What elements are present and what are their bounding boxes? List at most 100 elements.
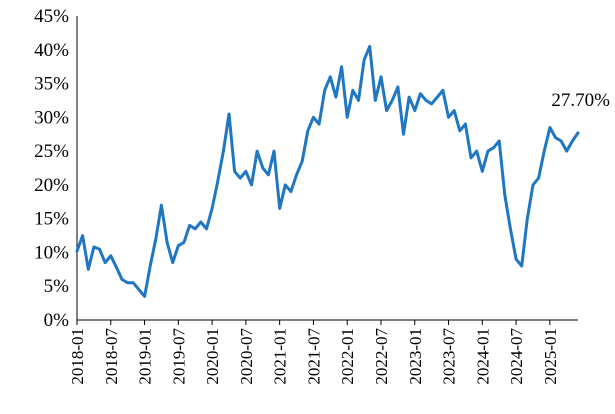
data-point (126, 281, 129, 284)
data-point (346, 116, 349, 119)
x-axis: 2018-01 2018-07 2019-01 2019-07 2020-01 2020-… (68, 319, 578, 385)
series-line (75, 44, 580, 298)
y-tick-label: 25% (34, 141, 69, 162)
data-point (194, 227, 197, 230)
y-tick-label: 15% (34, 209, 69, 230)
y-tick-label: 10% (34, 242, 69, 263)
data-point (554, 136, 557, 139)
data-point (115, 266, 118, 269)
data-point (205, 227, 208, 230)
data-point (548, 126, 552, 129)
data-point (165, 241, 169, 244)
data-point (475, 149, 478, 153)
data-point (498, 139, 501, 143)
data-point (278, 207, 281, 210)
data-point (458, 129, 461, 132)
data-point (87, 268, 90, 271)
data-point (543, 149, 546, 153)
data-point (385, 109, 388, 112)
data-point (565, 149, 568, 153)
data-point (362, 58, 366, 62)
data-point (464, 122, 467, 126)
data-point (137, 288, 141, 291)
data-point (396, 85, 400, 89)
x-tick-label: 2019-07 (169, 328, 188, 385)
data-point (120, 278, 124, 281)
y-tick-label: 30% (34, 107, 69, 128)
x-tick-label: 2024-01 (473, 328, 492, 385)
data-point (171, 261, 174, 264)
data-point (272, 149, 276, 153)
x-tick-label: 2021-01 (271, 328, 290, 385)
series-group (75, 44, 580, 298)
data-point (447, 116, 450, 119)
x-tick-label: 2018-07 (102, 328, 121, 385)
data-point (424, 99, 428, 102)
data-point (182, 241, 186, 244)
data-point (351, 89, 354, 92)
x-tick-label: 2024-07 (507, 328, 526, 385)
data-point (92, 245, 96, 249)
data-point (132, 281, 135, 284)
data-point (407, 95, 411, 99)
data-point (255, 149, 259, 153)
data-point (75, 249, 79, 253)
data-point (109, 254, 113, 257)
data-point (402, 133, 405, 136)
data-point (368, 45, 371, 48)
data-point (81, 234, 84, 237)
data-point (216, 180, 219, 183)
data-point (391, 99, 394, 102)
data-point (503, 193, 506, 197)
x-tick-label: 2018-01 (68, 328, 87, 385)
data-point (340, 65, 343, 68)
data-point (374, 99, 377, 102)
data-point (441, 89, 445, 92)
data-point (188, 224, 191, 227)
data-point (312, 116, 315, 119)
data-point (481, 170, 484, 173)
data-point (306, 129, 309, 132)
data-point (98, 247, 101, 251)
x-tick-label: 2025-01 (541, 328, 560, 385)
data-point (323, 89, 326, 92)
x-tick-label: 2023-07 (440, 328, 459, 385)
data-point (571, 139, 574, 143)
x-tick-label: 2022-01 (338, 328, 357, 385)
y-axis: 0% 5% 10% 15% 20% 25% 30% 35% 40% 45% (34, 6, 78, 331)
data-point (199, 220, 202, 224)
data-point (177, 244, 180, 247)
data-point (509, 227, 512, 230)
data-point (301, 160, 304, 163)
data-point (154, 237, 157, 241)
data-point (492, 146, 495, 149)
data-point (284, 183, 287, 187)
data-point (143, 295, 146, 298)
x-tick-label: 2020-01 (203, 328, 222, 385)
data-point (103, 261, 107, 264)
data-point (267, 173, 270, 176)
data-point (317, 122, 321, 126)
data-point (576, 131, 580, 135)
data-point (357, 99, 360, 102)
data-point (329, 75, 332, 79)
x-tick-label: 2022-07 (372, 328, 391, 385)
data-point (520, 264, 523, 268)
y-tick-label: 5% (44, 276, 70, 297)
y-tick-label: 20% (34, 175, 69, 196)
data-point (261, 166, 264, 170)
data-point (514, 258, 518, 261)
x-tick-label: 2019-01 (136, 328, 155, 385)
data-point (559, 139, 563, 143)
data-point (334, 95, 338, 99)
data-point (222, 149, 225, 153)
data-point (289, 190, 293, 193)
x-tick-label: 2023-01 (406, 328, 425, 385)
data-point (160, 204, 163, 207)
data-point (149, 264, 152, 268)
data-point (210, 207, 214, 210)
data-point (227, 112, 231, 116)
data-point (531, 183, 535, 187)
y-tick-label: 35% (34, 74, 69, 95)
